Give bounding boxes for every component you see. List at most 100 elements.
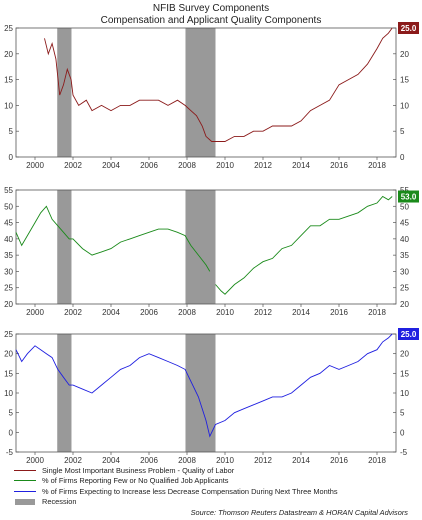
x-tick-label: 2006 [140,161,158,170]
recession-band-2-1 [57,190,72,304]
y-tick-label-right: 55 [400,186,409,195]
y-tick-label-right: 0 [400,428,405,437]
y-tick-label-right: 45 [400,219,409,228]
series-line-1 [44,27,393,142]
legend-label-compensation: % of Firms Expecting to Increase less De… [42,486,338,496]
y-tick-label-left: 10 [4,101,13,110]
legend-label-recession: Recession [42,497,77,507]
y-tick-label-left: 0 [9,428,14,437]
x-tick-label: 2006 [140,456,158,465]
legend-item-applicants: % of Firms Reporting Few or No Qualified… [14,476,338,487]
x-tick-label: 2002 [64,456,82,465]
legend-item-compensation: % of Firms Expecting to Increase less De… [14,486,338,497]
panel-frame-2 [15,189,397,305]
y-tick-label-left: 15 [4,369,13,378]
x-tick-label: 2006 [140,308,158,317]
x-tick-label: 2008 [178,161,196,170]
y-tick-label-right: 50 [400,202,409,211]
y-tick-label-right: 5 [400,409,405,418]
x-tick-label: 2008 [178,456,196,465]
y-tick-label-right: 40 [400,235,409,244]
y-tick-label-right: 20 [400,350,409,359]
series-line-2-b [215,195,393,295]
last-value-label-2: 53.0 [401,193,417,202]
x-tick-label: 2000 [26,456,44,465]
series-line-3 [15,333,393,438]
recession-band-3-2 [185,334,216,452]
y-tick-label-left: 25 [4,284,13,293]
x-tick-label: 2014 [292,456,310,465]
recession-band-1-1 [57,28,72,157]
y-tick-label-left: 5 [9,127,14,136]
y-tick-label-right: -5 [400,448,408,457]
y-tick-label-left: 0 [9,153,14,162]
legend-label-labor: Single Most Important Business Problem -… [42,465,235,475]
x-tick-label: 2018 [368,308,386,317]
y-tick-label-left: 15 [4,76,13,85]
x-tick-label: 2018 [368,456,386,465]
y-tick-label-right: 15 [400,76,409,85]
x-tick-label: 2016 [330,456,348,465]
y-tick-label-right: 35 [400,251,409,260]
x-tick-label: 2014 [292,161,310,170]
legend-item-recession: Recession [14,497,338,508]
recession-band-3-1 [57,334,72,452]
legend-item-labor: Single Most Important Business Problem -… [14,465,338,476]
y-tick-label-right: 10 [400,101,409,110]
y-tick-label-left: 25 [4,24,13,33]
panel-frame-1 [15,27,397,158]
x-tick-label: 2016 [330,308,348,317]
chart-title: NFIB Survey Components [152,3,270,14]
x-tick-label: 2002 [64,161,82,170]
legend-swatch-applicants [14,480,36,482]
y-tick-label-left: 35 [4,251,13,260]
recession-band-1-2 [185,28,216,157]
x-tick-label: 2004 [102,456,120,465]
legend-swatch-compensation [14,490,36,492]
y-tick-label-right: 20 [400,300,409,309]
y-tick-label-left: 20 [4,50,13,59]
x-tick-label: 2004 [102,308,120,317]
y-tick-label-left: 20 [4,350,13,359]
y-tick-label-left: 30 [4,267,13,276]
x-tick-label: 2012 [254,308,272,317]
x-tick-label: 2002 [64,308,82,317]
y-tick-label-left: 25 [4,330,13,339]
legend-swatch-recession [15,498,35,505]
last-value-label-1: 25.0 [401,24,417,33]
last-value-label-3: 25.0 [401,330,417,339]
y-tick-label-right: 10 [400,389,409,398]
last-value-badge-3 [398,328,419,340]
x-tick-label: 2010 [216,308,234,317]
x-tick-label: 2010 [216,456,234,465]
x-tick-label: 2012 [254,456,272,465]
last-value-badge-2 [398,190,419,203]
y-tick-label-right: 25 [400,284,409,293]
recession-band-2-2 [185,190,216,304]
y-tick-label-left: -5 [6,448,14,457]
y-tick-label-right: 0 [400,153,405,162]
legend-label-applicants: % of Firms Reporting Few or No Qualified… [42,476,229,486]
legend-swatch-labor [14,469,36,471]
y-tick-label-left: 50 [4,202,13,211]
x-tick-label: 2000 [26,308,44,317]
y-tick-label-left: 40 [4,235,13,244]
x-tick-label: 2016 [330,161,348,170]
y-tick-label-right: 15 [400,369,409,378]
y-tick-label-left: 5 [9,409,14,418]
x-tick-label: 2012 [254,161,272,170]
series-line-2 [15,205,211,272]
y-tick-label-left: 45 [4,219,13,228]
y-tick-label-left: 20 [4,300,13,309]
last-value-badge-1 [398,22,419,34]
y-tick-label-right: 30 [400,267,409,276]
x-tick-label: 2000 [26,161,44,170]
y-tick-label-left: 10 [4,389,13,398]
legend: Single Most Important Business Problem -… [14,465,338,507]
x-tick-label: 2010 [216,161,234,170]
chart-subtitle: Compensation and Applicant Quality Compo… [100,15,322,26]
x-tick-label: 2014 [292,308,310,317]
y-tick-label-right: 5 [400,127,405,136]
x-tick-label: 2008 [178,308,196,317]
